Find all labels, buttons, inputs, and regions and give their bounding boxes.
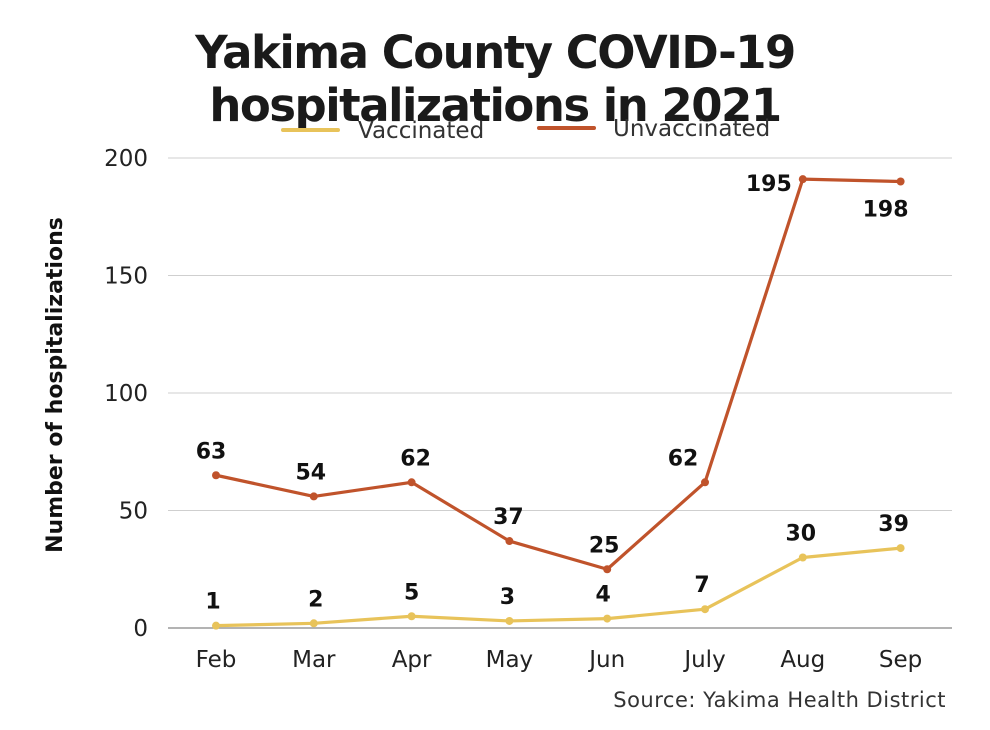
y-tick-label: 150 bbox=[104, 264, 148, 290]
data-label-unvaccinated: 25 bbox=[589, 533, 620, 558]
data-point-unvaccinated bbox=[798, 175, 807, 184]
data-label-unvaccinated: 62 bbox=[400, 446, 431, 471]
chart-title: Yakima County COVID-19 hospitalizations … bbox=[195, 26, 796, 132]
x-tick-label: Sep bbox=[879, 647, 922, 673]
x-tick-label: July bbox=[682, 647, 725, 673]
data-label-unvaccinated: 54 bbox=[295, 460, 326, 485]
y-tick-label: 50 bbox=[119, 499, 148, 525]
legend-label-unvaccinated: Unvaccinated bbox=[613, 116, 770, 142]
data-point-vaccinated bbox=[798, 553, 807, 562]
x-tick-label: Mar bbox=[292, 647, 336, 673]
data-label-vaccinated: 7 bbox=[694, 573, 709, 598]
data-point-unvaccinated bbox=[896, 177, 905, 186]
data-label-vaccinated: 39 bbox=[878, 512, 909, 537]
series-lines bbox=[214, 177, 903, 628]
data-point-unvaccinated bbox=[505, 537, 514, 546]
data-label-unvaccinated: 195 bbox=[746, 172, 792, 197]
y-tick-label: 0 bbox=[133, 616, 148, 642]
data-point-vaccinated bbox=[309, 619, 318, 628]
data-point-vaccinated bbox=[896, 544, 905, 553]
x-tick-label: Aug bbox=[780, 647, 825, 673]
data-point-unvaccinated bbox=[407, 478, 416, 487]
source-note: Source: Yakima Health District bbox=[613, 688, 946, 712]
data-label-unvaccinated: 37 bbox=[493, 505, 524, 530]
data-point-unvaccinated bbox=[212, 471, 220, 480]
y-axis-ticks: 0 50 100 150 200 bbox=[104, 146, 148, 642]
data-label-unvaccinated: 62 bbox=[668, 446, 699, 471]
legend: Vaccinated Unvaccinated bbox=[281, 116, 770, 144]
data-label-vaccinated: 3 bbox=[500, 585, 515, 610]
data-point-vaccinated bbox=[505, 616, 514, 625]
data-label-vaccinated: 4 bbox=[596, 583, 611, 608]
data-label-vaccinated: 1 bbox=[205, 590, 220, 615]
data-label-unvaccinated: 63 bbox=[196, 439, 227, 464]
x-axis-ticks: Feb Mar Apr May Jun July Aug Sep bbox=[196, 647, 923, 673]
series-line-unvaccinated bbox=[214, 177, 903, 571]
x-tick-label: Jun bbox=[587, 647, 625, 673]
gridlines bbox=[168, 157, 952, 629]
data-point-vaccinated bbox=[407, 612, 416, 621]
y-tick-label: 100 bbox=[104, 381, 148, 407]
data-label-vaccinated: 30 bbox=[785, 522, 816, 547]
y-tick-label: 200 bbox=[104, 146, 148, 172]
x-tick-label: Apr bbox=[392, 647, 432, 673]
series-line-vaccinated bbox=[214, 546, 903, 628]
data-point-vaccinated bbox=[701, 605, 709, 614]
data-point-unvaccinated bbox=[701, 478, 709, 487]
series-points bbox=[212, 175, 905, 630]
data-point-unvaccinated bbox=[603, 565, 612, 574]
data-label-vaccinated: 2 bbox=[308, 587, 323, 612]
data-point-unvaccinated bbox=[309, 492, 318, 501]
x-tick-label: May bbox=[486, 647, 534, 673]
x-tick-label: Feb bbox=[196, 647, 237, 673]
data-label-vaccinated: 5 bbox=[404, 580, 419, 605]
y-axis-label: Number of hospitalizations bbox=[43, 217, 68, 553]
data-point-vaccinated bbox=[212, 621, 220, 630]
data-point-vaccinated bbox=[603, 614, 612, 623]
data-label-unvaccinated: 198 bbox=[863, 198, 909, 223]
legend-label-vaccinated: Vaccinated bbox=[358, 118, 484, 144]
